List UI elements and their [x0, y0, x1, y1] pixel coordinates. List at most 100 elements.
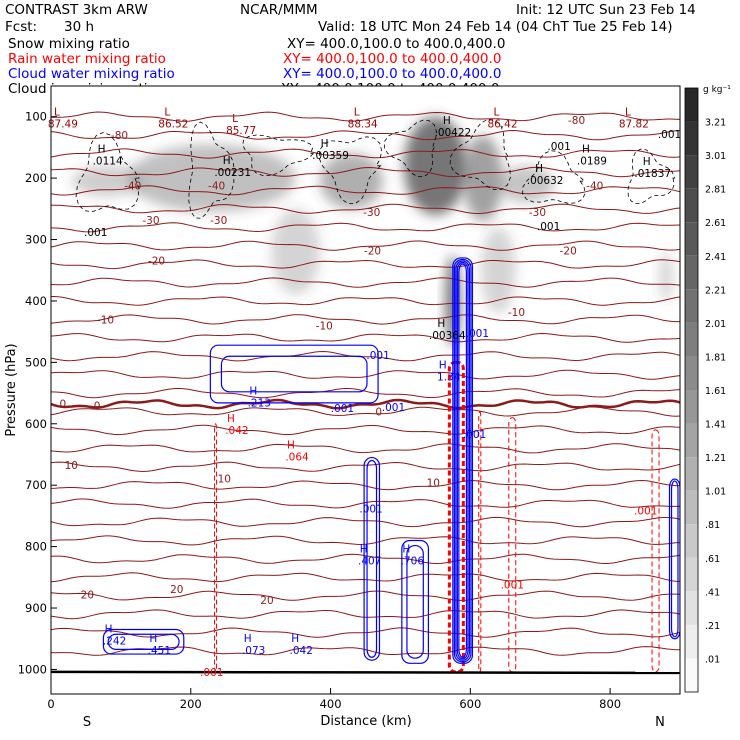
cloud-water-contour-3-1	[406, 544, 424, 659]
isotherm-label: -80	[568, 115, 585, 127]
colorbar-swatch	[685, 524, 698, 558]
extremum-value: 86.52	[158, 119, 188, 131]
contour-value-label: .001	[331, 403, 354, 415]
plot-frame	[50, 85, 681, 695]
isotherm-label: -10	[97, 314, 114, 326]
ground-surface-line	[51, 670, 680, 675]
snow-plume-8	[271, 208, 321, 295]
extremum-value: 86.42	[487, 119, 517, 131]
extremum-marker: L	[625, 107, 631, 119]
isotherm-label: -40	[208, 180, 225, 192]
extremum-value: .042	[290, 645, 313, 657]
isotherm-label: 10	[65, 460, 78, 472]
cloud-water-contour-1-4	[458, 263, 468, 658]
isotherm-line	[51, 627, 680, 638]
isotherm-line	[51, 387, 680, 399]
colorbar-swatch	[685, 188, 698, 223]
cloud-water-contour-0-1	[220, 355, 368, 393]
x-tick-label: 800	[599, 697, 621, 711]
colorbar-label: 3.21	[705, 118, 726, 129]
extremum-marker: H	[249, 385, 257, 397]
extremum-marker: H	[437, 318, 445, 330]
colorbar-swatch	[685, 658, 698, 692]
extremum-value: 87.82	[619, 119, 649, 131]
x-tick-label: 400	[320, 697, 342, 711]
colorbar-label: .01	[705, 654, 720, 665]
y-tick-label: 600	[25, 417, 47, 431]
extremum-value: .451	[148, 645, 171, 657]
isotherm-line	[51, 609, 680, 620]
colorbar-unit: g kg⁻¹	[703, 85, 731, 95]
cloud-ice-contour-6	[522, 150, 586, 204]
y-tick-label: 800	[25, 540, 47, 554]
y-tick-label: 300	[25, 233, 47, 247]
colorbar-label: 1.01	[705, 487, 726, 498]
y-tick-label: 400	[25, 294, 47, 308]
isotherm-line	[51, 535, 680, 546]
colorbar-label: .81	[705, 520, 720, 531]
cloud-water-contour-2-1	[366, 459, 378, 658]
isotherm-label: -40	[124, 180, 141, 192]
isotherm-label: 20	[260, 595, 273, 607]
colorbar-label: 1.81	[705, 352, 726, 363]
cloud-ice-contours	[75, 118, 676, 219]
isotherm-label: -20	[560, 246, 577, 258]
extremum-marker: H	[321, 138, 329, 150]
isotherm-line	[51, 203, 680, 215]
extremum-value: 87.49	[48, 119, 78, 131]
snow-plume-9	[659, 251, 674, 301]
isotherm-line	[51, 553, 680, 565]
extremum-marker: L	[54, 107, 60, 119]
isotherm-line	[51, 498, 680, 509]
colorbar-swatch	[685, 356, 698, 390]
y-tick-label: 200	[25, 171, 47, 185]
extremum-marker: H	[360, 543, 368, 555]
colorbar-swatch	[685, 88, 698, 122]
isotherm-label: -20	[364, 246, 381, 258]
colorbar-label: 2.81	[705, 185, 726, 196]
extremum-marker: H	[287, 439, 295, 451]
extremum-marker: H	[149, 633, 157, 645]
isotherm-line	[51, 259, 680, 270]
colorbar-label: 2.21	[705, 285, 726, 296]
colorbar-label: 1.41	[705, 420, 726, 431]
field-xy-cloud-water: XY= 400.0,100.0 to 400.0,400.0	[283, 66, 502, 82]
colorbar-label: 3.01	[705, 151, 726, 162]
endpoint-label-south: S	[83, 715, 91, 730]
init-time: Init: 12 UTC Sun 23 Feb 14	[516, 2, 696, 18]
isotherm-line	[51, 332, 680, 343]
extremum-value: .0114	[93, 155, 123, 167]
isotherm-label: -30	[363, 207, 380, 219]
field-name-cloud-water: Cloud water mixing ratio	[8, 66, 175, 82]
center-title: NCAR/MMM	[240, 2, 318, 18]
extremum-marker: H	[98, 143, 106, 155]
extremum-marker: H	[223, 155, 231, 167]
extremum-marker: H	[643, 156, 651, 168]
colorbar-label: 1.61	[705, 386, 726, 397]
extremum-value: 88.34	[348, 119, 378, 131]
contour-value-label: .001	[634, 505, 657, 517]
colorbar-swatch	[685, 255, 698, 290]
colorbar-swatch	[685, 155, 698, 189]
contour-value-label: .001	[200, 667, 223, 679]
cloud-ice-contour-1	[188, 121, 235, 219]
x-tick-label: 200	[180, 697, 202, 711]
cloud-water-contour-3-0	[401, 539, 430, 664]
isotherm-line	[51, 166, 680, 178]
extremum-value: .00364	[429, 330, 466, 342]
isotherm-line	[51, 479, 680, 491]
isotherm-line	[51, 590, 680, 601]
zero-degree-isotherm	[51, 398, 680, 410]
isotherm-label: 0	[60, 399, 67, 411]
isotherm-label: -30	[142, 215, 159, 227]
temperature-isotherms	[51, 111, 680, 656]
extremum-value: .242	[103, 636, 126, 648]
field-xy-rain: XY= 400.0,100.0 to 400.0,400.0	[283, 51, 502, 67]
y-tick-label: 700	[25, 478, 47, 492]
cloud-water-contour-4-1	[107, 633, 180, 650]
forecast-value: 30 h	[64, 19, 95, 35]
colorbar-swatch	[685, 322, 698, 357]
contour-value-label: .001	[463, 429, 486, 441]
extremum-marker: L	[354, 107, 360, 119]
